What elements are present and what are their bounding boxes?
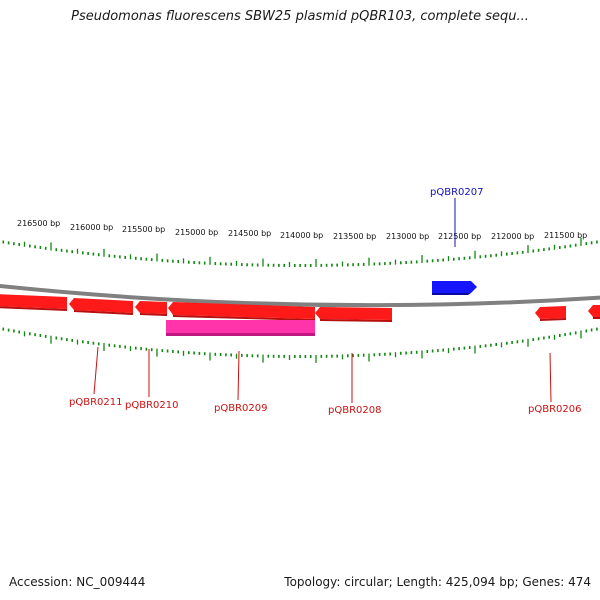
gene-pQBR0209[interactable] [135, 301, 167, 316]
gene-pQBR0208[interactable] [168, 302, 315, 321]
gene-label-pQBR0207[interactable]: pQBR0207 [430, 187, 483, 198]
gene-pQBR0207[interactable] [432, 281, 477, 295]
coord-label-215500: 215500 bp [122, 225, 165, 234]
coord-label-211500: 211500 bp [544, 231, 587, 240]
gene-label-pQBR0206[interactable]: pQBR0206 [528, 404, 581, 415]
coord-label-212000: 212000 bp [491, 232, 534, 241]
coord-label-215000: 215000 bp [175, 228, 218, 237]
gene-pQBR0208b[interactable] [315, 307, 392, 322]
coord-label-213500: 213500 bp [333, 232, 376, 241]
gene-pQBR0211[interactable] [0, 294, 67, 311]
coord-label-216500: 216500 bp [17, 219, 60, 228]
lower-scale-ticks [2, 327, 598, 363]
gene-pQBR0205[interactable] [588, 305, 600, 319]
gene-label-pQBR0210[interactable]: pQBR0210 [125, 400, 178, 411]
gene-leader-lines [93, 198, 552, 403]
gene-pQBR0209-pink[interactable] [166, 320, 315, 336]
gene-label-pQBR0209[interactable]: pQBR0209 [214, 403, 267, 414]
coord-label-213000: 213000 bp [386, 232, 429, 241]
gene-label-pQBR0208[interactable]: pQBR0208 [328, 405, 381, 416]
coordinate-labels: 216500 bp 216000 bp 215500 bp 215000 bp … [17, 219, 587, 241]
map-title: Pseudomonas fluorescens SBW25 plasmid pQ… [71, 9, 529, 24]
coord-label-212500: 212500 bp [438, 232, 481, 241]
upper-scale-ticks [2, 237, 598, 267]
plasmid-backbone [0, 284, 600, 308]
gene-pQBR0210[interactable] [69, 298, 133, 315]
accession-text: Accession: NC_009444 [9, 575, 146, 589]
topology-summary: Topology: circular; Length: 425,094 bp; … [284, 575, 591, 589]
gene-pQBR0206[interactable] [535, 306, 566, 321]
coord-label-214000: 214000 bp [280, 231, 323, 240]
coord-label-214500: 214500 bp [228, 229, 271, 238]
gene-label-pQBR0211[interactable]: pQBR0211 [69, 397, 122, 408]
coord-label-216000: 216000 bp [70, 223, 113, 232]
